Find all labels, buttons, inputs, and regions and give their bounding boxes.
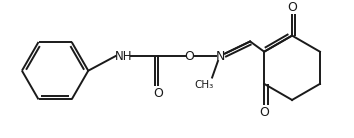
- Text: O: O: [259, 106, 269, 119]
- Text: O: O: [154, 87, 164, 100]
- Text: O: O: [185, 50, 195, 63]
- Text: CH₃: CH₃: [195, 80, 214, 90]
- Text: N: N: [216, 50, 225, 63]
- Text: NH: NH: [115, 50, 132, 63]
- Text: O: O: [287, 1, 297, 14]
